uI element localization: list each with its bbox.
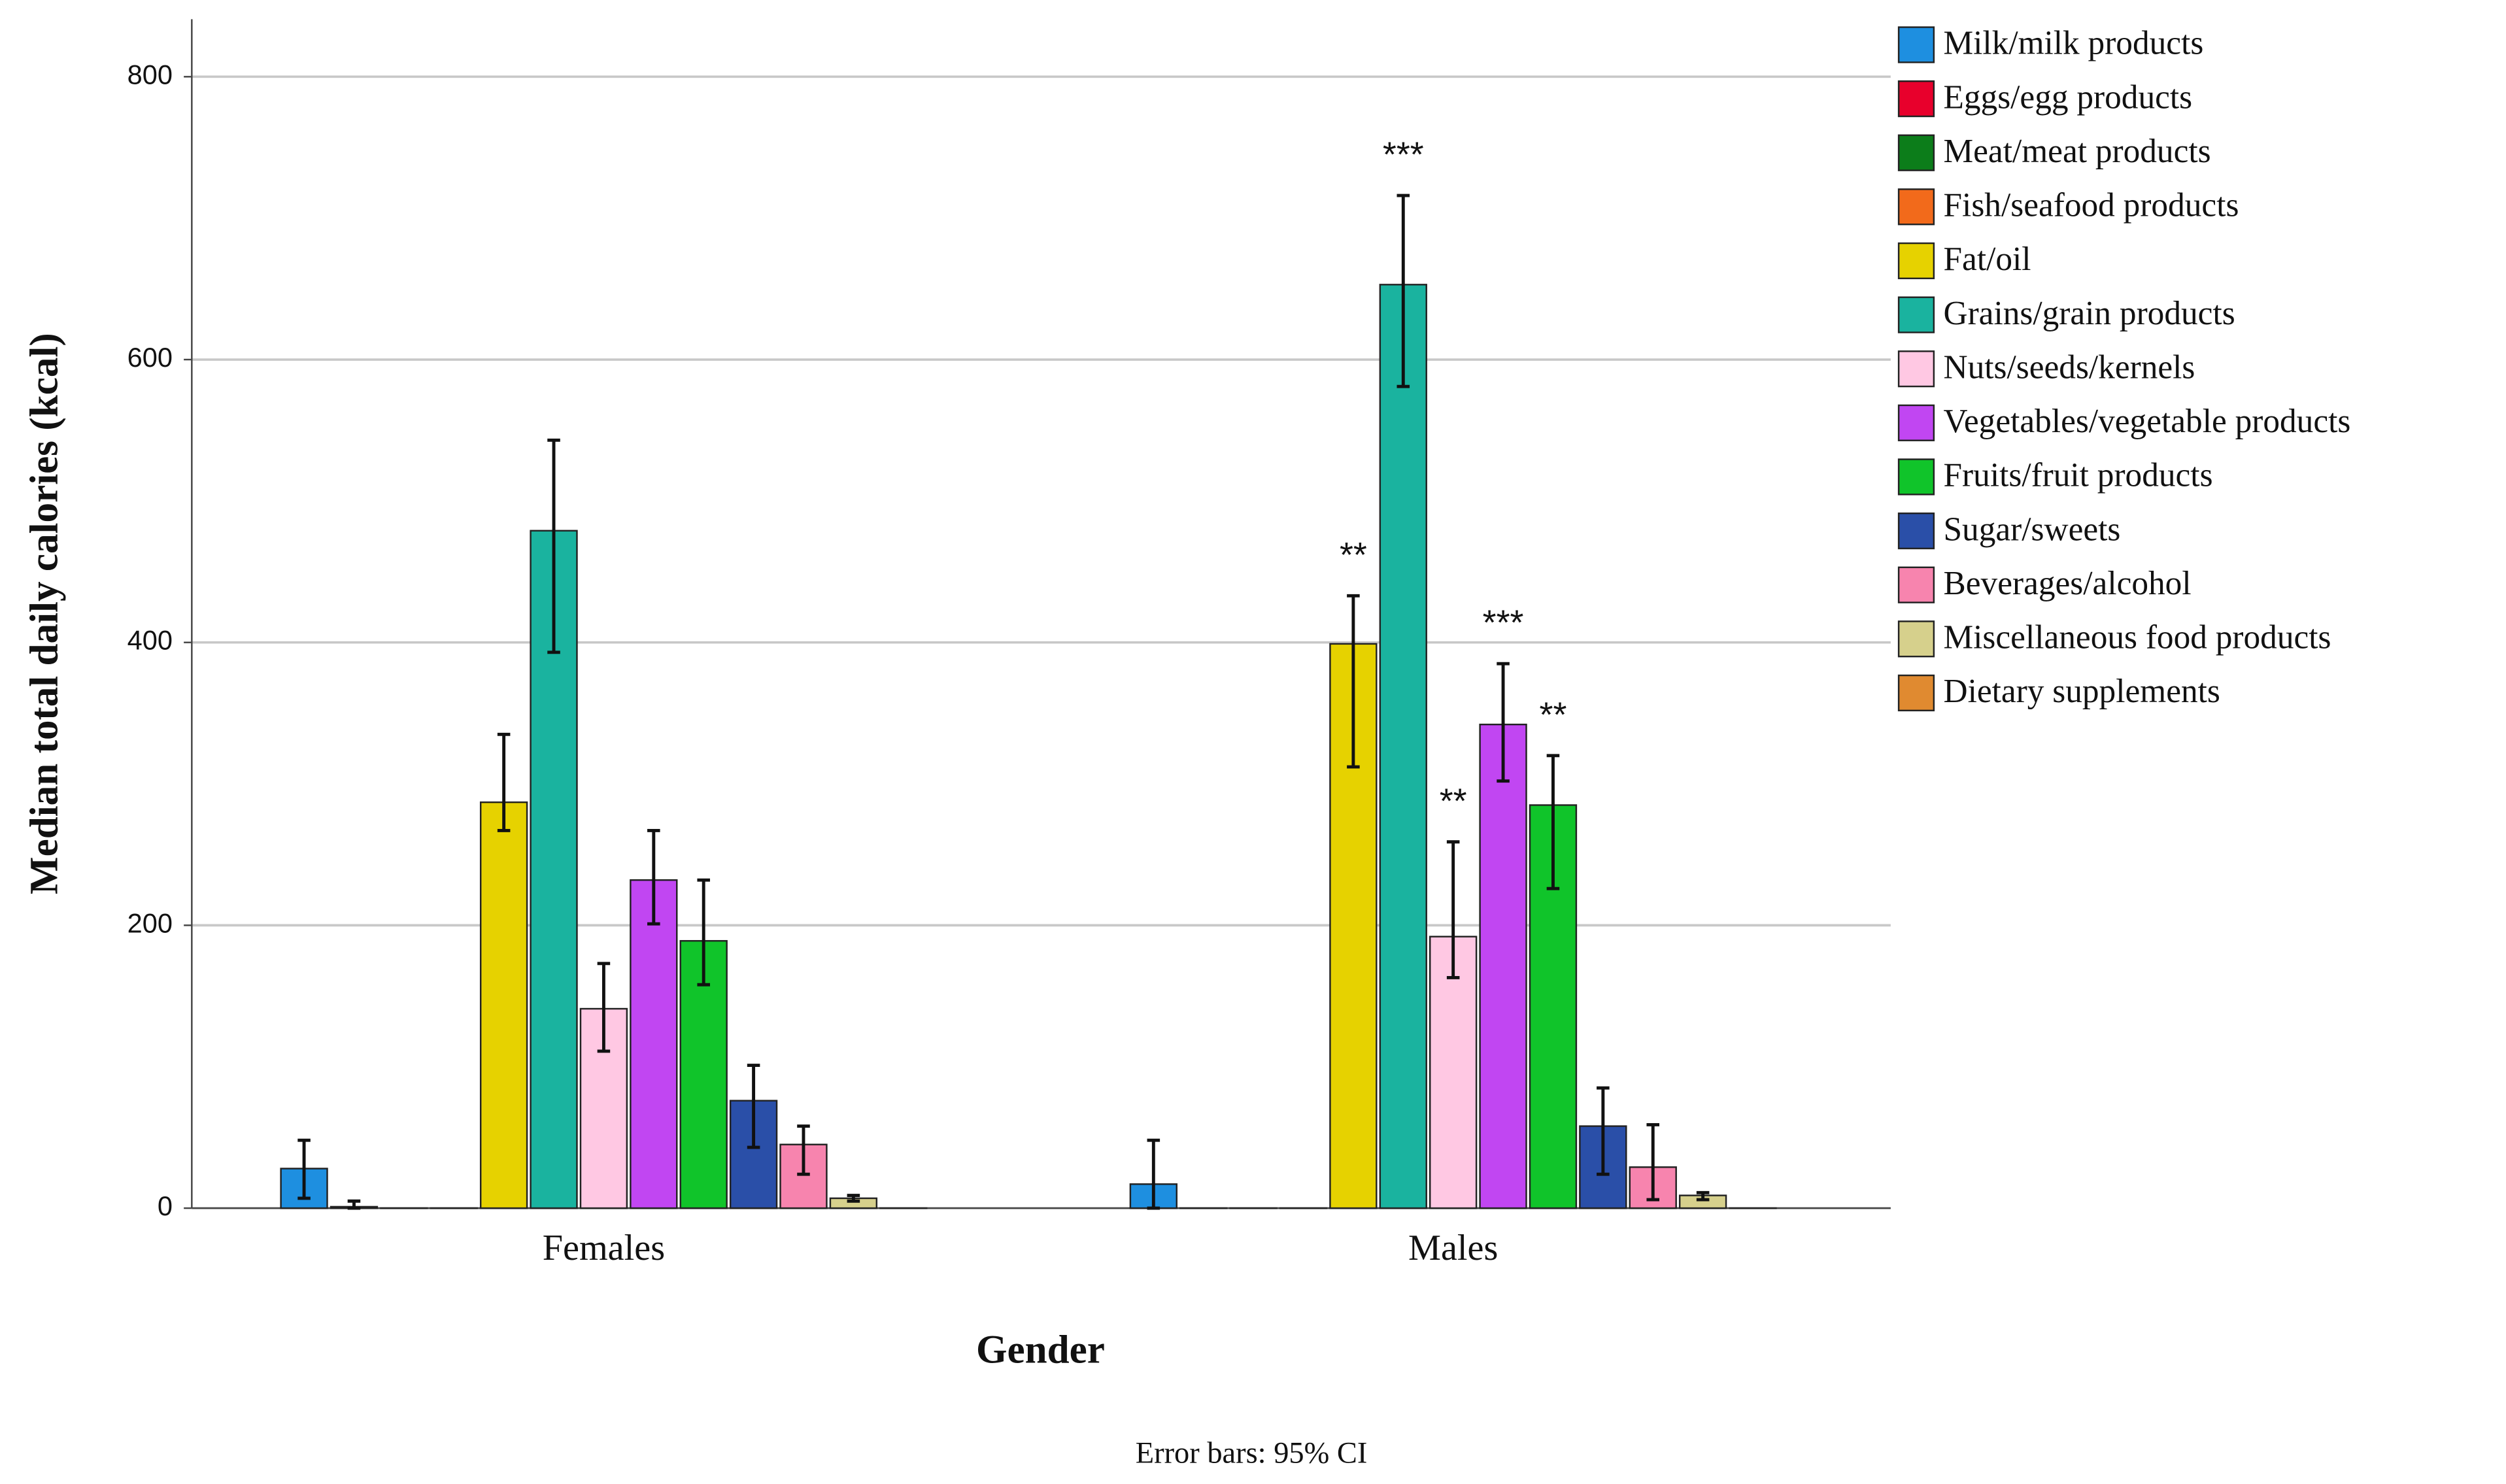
legend-swatch	[1897, 188, 1935, 226]
error-bar	[497, 732, 511, 832]
legend-swatch	[1897, 512, 1935, 550]
significance-label: **	[1340, 535, 1367, 575]
legend-label: Meat/meat products	[1944, 133, 2211, 170]
error-bar	[347, 1199, 361, 1210]
bar	[1429, 936, 1478, 1209]
error-bar	[1347, 594, 1360, 769]
x-tick-label: Females	[543, 1228, 665, 1268]
bar	[1379, 284, 1427, 1209]
error-bar	[1546, 754, 1560, 890]
error-bar	[1597, 1086, 1610, 1176]
legend-label: Fruits/fruit products	[1944, 457, 2213, 494]
error-bar	[597, 962, 611, 1053]
error-bar	[1397, 194, 1410, 388]
bar	[1479, 723, 1527, 1209]
legend-label: Milk/milk products	[1944, 25, 2204, 62]
error-bar	[1147, 1138, 1160, 1210]
error-bar	[647, 828, 660, 926]
significance-label: ***	[1483, 603, 1524, 643]
legend-swatch	[1897, 674, 1935, 712]
bar	[579, 1007, 628, 1209]
y-tick-label: 800	[127, 59, 173, 90]
error-bar	[297, 1138, 311, 1200]
footnote: Error bars: 95% CI	[1136, 1437, 1368, 1470]
legend-label: Fat/oil	[1944, 241, 2031, 278]
bar	[630, 879, 678, 1209]
y-tick-label: 200	[127, 907, 173, 938]
legend-swatch	[1897, 242, 1935, 280]
y-tick-label: 600	[127, 342, 173, 373]
legend-swatch	[1897, 404, 1935, 441]
legend-swatch	[1897, 566, 1935, 603]
legend-label: Beverages/alcohol	[1944, 565, 2192, 602]
legend-label: Dietary supplements	[1944, 673, 2220, 710]
error-bar	[1696, 1190, 1710, 1202]
error-bar	[547, 438, 560, 654]
error-bar	[1646, 1122, 1660, 1202]
y-axis-title: Median total daily calories (kcal)	[22, 333, 66, 894]
legend-swatch	[1897, 350, 1935, 388]
error-bar	[747, 1064, 760, 1149]
legend-label: Fish/seafood products	[1944, 187, 2239, 224]
legend-swatch	[1897, 134, 1935, 171]
y-tick-label: 400	[127, 625, 173, 656]
legend-swatch	[1897, 458, 1935, 496]
error-bar	[847, 1194, 860, 1203]
legend-swatch	[1897, 296, 1935, 333]
y-tick-label: 0	[158, 1190, 173, 1221]
error-bar	[797, 1124, 810, 1176]
error-bar	[1446, 840, 1460, 979]
legend-swatch	[1897, 80, 1935, 118]
legend-label: Eggs/egg products	[1944, 78, 2193, 116]
legend-label: Vegetables/vegetable products	[1944, 403, 2351, 440]
error-bar	[697, 878, 710, 987]
legend-label: Sugar/sweets	[1944, 511, 2121, 548]
error-bar	[1497, 662, 1510, 783]
legend-label: Grains/grain products	[1944, 295, 2235, 332]
legend-label: Miscellaneous food products	[1944, 619, 2331, 656]
legend-swatch	[1897, 26, 1935, 63]
significance-label: ***	[1383, 135, 1424, 175]
x-tick-label: Males	[1408, 1228, 1498, 1268]
bar	[479, 801, 528, 1209]
x-axis-title: Gender	[976, 1328, 1105, 1372]
legend-swatch	[1897, 620, 1935, 658]
legend-label: Nuts/seeds/kernels	[1944, 348, 2195, 386]
significance-label: **	[1440, 781, 1467, 820]
significance-label: **	[1540, 695, 1567, 734]
